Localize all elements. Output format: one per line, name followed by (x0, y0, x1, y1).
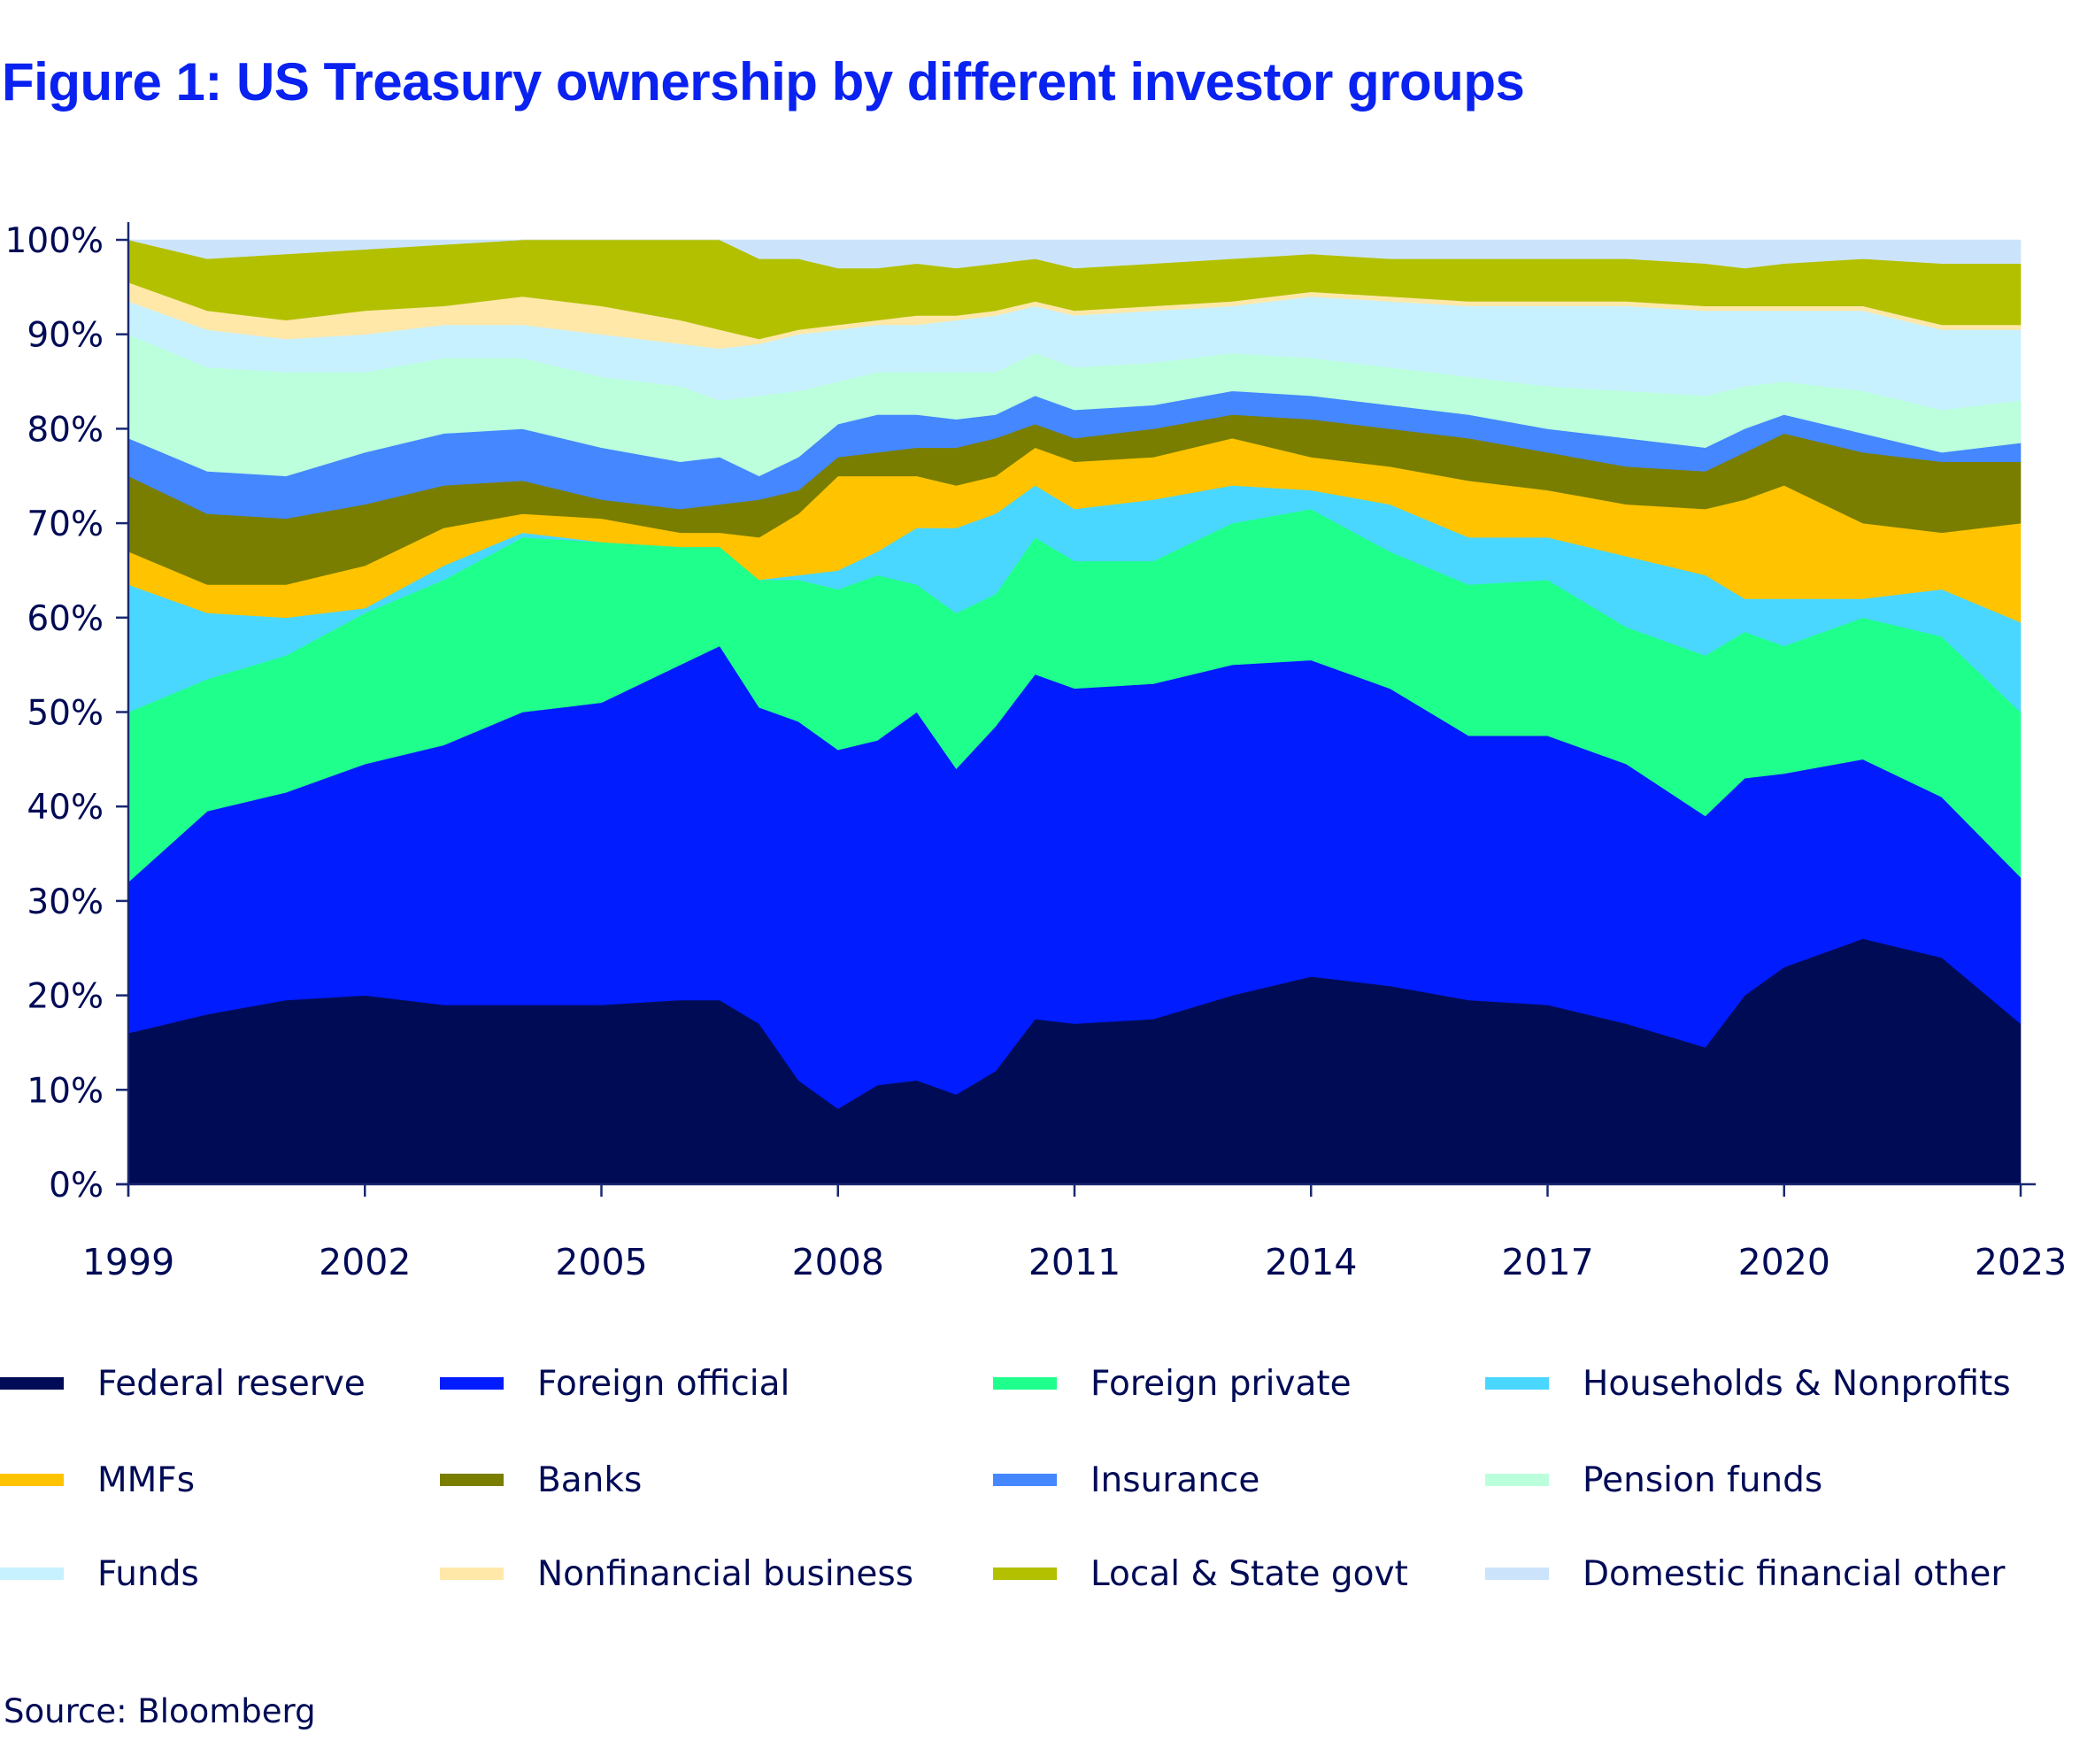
legend-item-foreign-private: Foreign private (993, 1357, 1352, 1410)
y-tick-label: 40% (27, 788, 104, 828)
stacked-area-chart: 0% 10% 20% 30% 40% 50% 60% 70% 80% 90% 100% 1999 200… (5, 221, 2068, 1283)
legend-swatch (440, 1377, 504, 1390)
legend-item-funds: Funds (0, 1547, 199, 1600)
legend-label: Insurance (1090, 1460, 1260, 1500)
y-tick-label: 70% (27, 505, 104, 544)
x-tick-label: 2017 (1501, 1241, 1593, 1283)
legend-label: Foreign private (1090, 1363, 1352, 1404)
legend-item-foreign-official: Foreign official (440, 1357, 789, 1410)
legend-label: Domestic financial other (1583, 1553, 2006, 1594)
legend-item-local-and-state-govt: Local & State govt (993, 1547, 1408, 1600)
legend-item-nonfinancial-business: Nonfinancial business (440, 1547, 913, 1600)
chart-title: Figure 1: US Treasury ownership by diffe… (2, 52, 1525, 112)
x-tick-label: 2008 (792, 1241, 884, 1283)
y-tick-label: 20% (27, 977, 104, 1017)
legend-item-insurance: Insurance (993, 1453, 1259, 1506)
legend-item-domestic-financial-other: Domestic financial other (1485, 1547, 2005, 1600)
legend-swatch (0, 1377, 64, 1390)
legend-item-households-and-nonprofits: Households & Nonprofits (1485, 1357, 2011, 1410)
y-tick-label: 0% (49, 1166, 104, 1206)
x-tick-label: 2011 (1028, 1241, 1121, 1283)
area-series-group (127, 239, 2022, 1185)
source-note: Source: Bloomberg (4, 1692, 316, 1730)
legend-swatch (993, 1568, 1057, 1580)
axes-group: 0% 10% 20% 30% 40% 50% 60% 70% 80% 90% 100% 1999 200… (5, 221, 2068, 1283)
legend-item-mmfs: MMFs (0, 1453, 195, 1506)
y-tick-label: 10% (27, 1071, 104, 1111)
legend-swatch (440, 1474, 504, 1486)
y-tick-label: 50% (27, 694, 104, 734)
y-tick-label: 30% (27, 882, 104, 922)
legend-swatch (993, 1377, 1057, 1390)
legend-label: Federal reserve (97, 1363, 366, 1404)
x-tick-label: 2014 (1265, 1241, 1357, 1283)
legend-swatch (993, 1474, 1057, 1486)
legend-item-federal-reserve: Federal reserve (0, 1357, 366, 1410)
legend-label: Foreign official (537, 1363, 790, 1404)
legend-item-banks: Banks (440, 1453, 642, 1506)
legend-swatch (0, 1568, 64, 1580)
y-tick-label: 90% (27, 316, 104, 356)
y-tick-label: 60% (27, 599, 104, 639)
legend-swatch (1485, 1568, 1549, 1580)
y-tick-label: 100% (5, 221, 104, 261)
legend-label: Local & State govt (1090, 1553, 1408, 1594)
x-tick-label: 1999 (82, 1241, 174, 1283)
y-tick-label: 80% (27, 410, 104, 450)
legend-label: Nonfinancial business (537, 1553, 914, 1594)
x-tick-label: 2020 (1738, 1241, 1830, 1283)
legend-swatch (0, 1474, 64, 1486)
legend-label: Households & Nonprofits (1583, 1363, 2011, 1404)
x-tick-label: 2002 (319, 1241, 411, 1283)
legend-label: Funds (97, 1553, 199, 1594)
legend-label: Pension funds (1583, 1460, 1823, 1500)
x-tick-label: 2005 (555, 1241, 647, 1283)
legend-item-pension-funds: Pension funds (1485, 1453, 1822, 1506)
x-tick-label: 2023 (1975, 1241, 2067, 1283)
legend-swatch (1485, 1377, 1549, 1390)
legend-label: Banks (537, 1460, 643, 1500)
area-domestic-financial-other (127, 239, 2022, 269)
legend-swatch (1485, 1474, 1549, 1486)
legend-label: MMFs (97, 1460, 196, 1500)
legend-swatch (440, 1568, 504, 1580)
